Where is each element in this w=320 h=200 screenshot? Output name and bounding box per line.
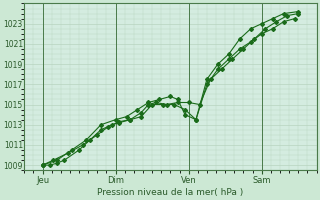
X-axis label: Pression niveau de la mer( hPa ): Pression niveau de la mer( hPa ) — [97, 188, 244, 197]
